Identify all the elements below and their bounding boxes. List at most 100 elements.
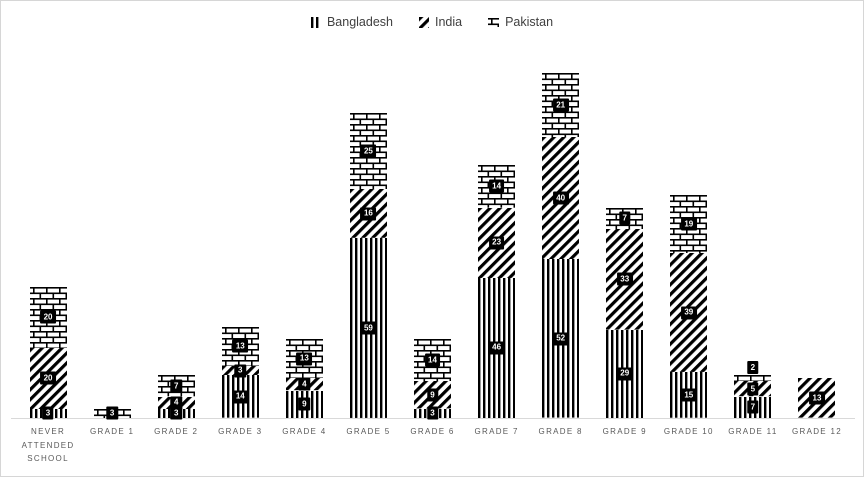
- stacked-bar-grade-5[interactable]: 59 16 25: [349, 113, 387, 418]
- bar-column-grade-12: 13: [785, 378, 849, 418]
- data-label-bangladesh: 15: [680, 388, 697, 402]
- bar-column-grade-6: 3 9 14: [400, 338, 464, 420]
- legend-item-pakistan[interactable]: Pakistan: [488, 15, 553, 29]
- data-label-india: 4: [170, 396, 182, 410]
- segment-india[interactable]: 20: [29, 347, 67, 409]
- bar-column-never-attended-school: 3 20 20: [16, 286, 80, 420]
- segment-india[interactable]: 13: [798, 378, 836, 418]
- segment-india[interactable]: 4: [157, 396, 195, 410]
- segment-pakistan[interactable]: 7: [157, 375, 195, 397]
- segment-pakistan[interactable]: 14: [478, 164, 516, 208]
- data-label-pakistan: 25: [360, 144, 377, 158]
- segment-india[interactable]: 39: [670, 253, 708, 373]
- legend-label-india: India: [434, 15, 463, 29]
- segment-bangladesh[interactable]: 59: [349, 238, 387, 418]
- stacked-bar-grade-1[interactable]: 3: [93, 406, 131, 420]
- stacked-bar-grade-10[interactable]: 15 39 19: [670, 195, 708, 418]
- segment-pakistan[interactable]: 7: [606, 207, 644, 229]
- segment-india[interactable]: 33: [606, 228, 644, 330]
- brick-fill: [734, 375, 772, 382]
- legend: Bangladesh India Pakistan: [1, 11, 863, 33]
- pakistan-pattern-icon: [488, 17, 500, 27]
- data-label-pakistan: 13: [296, 352, 313, 366]
- data-label-india: 16: [360, 207, 377, 221]
- segment-pakistan[interactable]: 2: [734, 361, 772, 382]
- legend-item-india[interactable]: India: [418, 15, 463, 29]
- bar-column-grade-9: 29 33 7: [593, 207, 657, 418]
- segment-bangladesh[interactable]: 29: [606, 329, 644, 418]
- segment-bangladesh[interactable]: 15: [670, 372, 708, 418]
- segment-pakistan[interactable]: 25: [349, 113, 387, 190]
- segment-bangladesh[interactable]: 3: [29, 406, 67, 420]
- x-axis: NEVER ATTENDED SCHOOL GRADE 1 GRADE 2 GRADE…: [11, 419, 855, 466]
- segment-bangladesh[interactable]: 14: [221, 375, 259, 418]
- data-label-india: 5: [747, 382, 759, 396]
- segment-pakistan[interactable]: 20: [29, 286, 67, 348]
- segment-india[interactable]: 40: [542, 137, 580, 260]
- stacked-bar-grade-3[interactable]: 14 3 13: [221, 326, 259, 418]
- stacked-bar-never-attended-school[interactable]: 3 20 20: [29, 286, 67, 420]
- data-label-pakistan: 19: [680, 217, 697, 231]
- segment-india[interactable]: 5: [734, 381, 772, 397]
- segment-india[interactable]: 9: [414, 381, 451, 409]
- stacked-bar-grade-6[interactable]: 3 9 14: [414, 338, 451, 420]
- bar-column-grade-3: 14 3 13: [208, 326, 272, 418]
- data-label-pakistan: 14: [488, 179, 505, 193]
- segment-bangladesh[interactable]: 7: [734, 396, 772, 418]
- x-axis-label-grade-5: GRADE 5: [346, 427, 391, 436]
- stacked-bar-grade-7[interactable]: 46 23 14: [478, 164, 516, 418]
- bar-column-grade-10: 15 39 19: [657, 195, 721, 418]
- segment-bangladesh[interactable]: 46: [478, 277, 516, 418]
- stacked-bar-grade-4[interactable]: 9 4 13: [285, 338, 323, 418]
- data-label-pakistan: 2: [747, 361, 759, 375]
- segment-bangladesh[interactable]: 3: [414, 406, 451, 420]
- plot-wrap: 3 20 20 3 3 4 7 14 3 13 9 4 13 59 16 25 3 9 14 46 23 14 52 40 21…: [11, 31, 855, 420]
- data-label-pakistan: 7: [170, 379, 182, 393]
- legend-label-pakistan: Pakistan: [505, 15, 554, 29]
- segment-pakistan[interactable]: 19: [670, 195, 708, 254]
- x-axis-label-grade-9: GRADE 9: [602, 427, 647, 436]
- segment-pakistan[interactable]: 14: [414, 338, 451, 382]
- segment-pakistan[interactable]: 21: [542, 73, 580, 138]
- segment-bangladesh[interactable]: 9: [285, 390, 323, 418]
- stacked-bar-grade-12[interactable]: 13: [798, 378, 836, 418]
- segment-india[interactable]: 23: [478, 207, 516, 278]
- legend-item-bangladesh[interactable]: Bangladesh: [310, 15, 393, 29]
- segment-pakistan[interactable]: 3: [93, 406, 131, 420]
- data-label-pakistan: 13: [232, 339, 249, 353]
- x-axis-label-grade-10: GRADE 10: [663, 427, 714, 436]
- bar-column-grade-8: 52 40 21: [529, 73, 593, 418]
- data-label-india: 33: [616, 272, 633, 286]
- segment-pakistan[interactable]: 13: [221, 326, 259, 367]
- data-label-india: 39: [680, 306, 697, 320]
- segment-india[interactable]: 4: [285, 377, 323, 391]
- x-axis-label-grade-2: GRADE 2: [154, 427, 199, 436]
- data-label-india: 9: [426, 388, 439, 402]
- segment-pakistan[interactable]: 13: [285, 338, 323, 379]
- legend-label-bangladesh: Bangladesh: [326, 15, 393, 29]
- data-label-pakistan: 21: [552, 98, 569, 112]
- x-axis-label-grade-3: GRADE 3: [218, 427, 263, 436]
- segment-bangladesh[interactable]: 3: [157, 406, 195, 420]
- stacked-bar-grade-8[interactable]: 52 40 21: [542, 73, 580, 418]
- x-axis-label-grade-12: GRADE 12: [791, 427, 842, 436]
- stacked-bar-grade-9[interactable]: 29 33 7: [606, 207, 644, 418]
- stacked-bar-grade-11[interactable]: 7 5 2: [734, 361, 772, 418]
- bar-column-grade-5: 59 16 25: [336, 113, 400, 418]
- data-label-pakistan: 7: [619, 211, 631, 225]
- bar-column-grade-1: 3: [80, 406, 144, 420]
- india-pattern-icon: [418, 16, 429, 28]
- data-label-pakistan: 20: [40, 310, 56, 324]
- bar-column-grade-7: 46 23 14: [465, 164, 529, 418]
- data-label-bangladesh: 9: [298, 397, 311, 411]
- x-axis-label-grade-8: GRADE 8: [538, 427, 583, 436]
- data-label-india: 3: [234, 364, 246, 378]
- segment-india[interactable]: 16: [349, 189, 387, 239]
- segment-india[interactable]: 3: [221, 364, 259, 378]
- data-label-india: 4: [298, 377, 311, 391]
- x-axis-label-grade-6: GRADE 6: [410, 427, 455, 436]
- segment-bangladesh[interactable]: 52: [542, 259, 580, 418]
